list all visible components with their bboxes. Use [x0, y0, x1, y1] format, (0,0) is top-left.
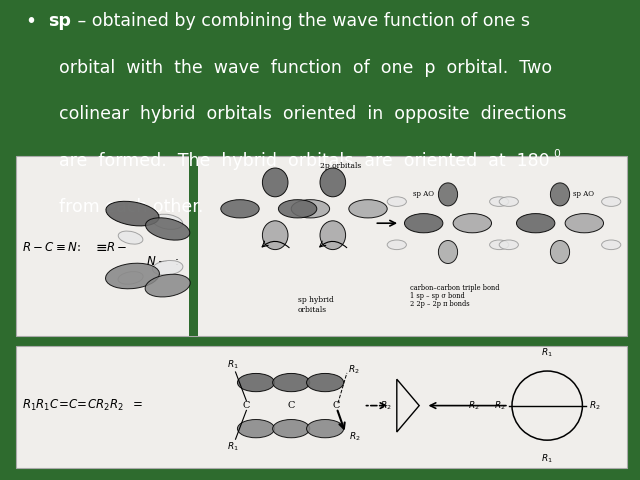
Ellipse shape [453, 214, 492, 233]
Text: $R_1$: $R_1$ [227, 359, 239, 371]
Text: orbital  with  the  wave  function  of  one  p  orbital.  Two: orbital with the wave function of one p … [48, 59, 552, 76]
Ellipse shape [237, 420, 275, 438]
Ellipse shape [106, 201, 159, 226]
Text: 1 sp – sp σ bond: 1 sp – sp σ bond [410, 292, 465, 300]
Ellipse shape [550, 183, 570, 206]
Text: $R_2$: $R_2$ [468, 399, 479, 412]
Text: $R_1$: $R_1$ [541, 452, 553, 465]
Text: – obtained by combining the wave function of one s: – obtained by combining the wave functio… [72, 12, 530, 30]
Text: $R_2$: $R_2$ [589, 399, 600, 412]
Ellipse shape [320, 221, 346, 250]
Ellipse shape [291, 200, 330, 218]
Ellipse shape [490, 197, 509, 206]
Ellipse shape [118, 231, 143, 244]
Ellipse shape [307, 373, 344, 392]
FancyBboxPatch shape [189, 156, 198, 336]
Ellipse shape [152, 214, 183, 229]
Text: sp: sp [48, 12, 71, 30]
Text: sp AO: sp AO [413, 191, 434, 198]
Text: $\equiv$: $\equiv$ [93, 240, 108, 254]
Ellipse shape [118, 272, 143, 284]
Ellipse shape [145, 218, 190, 240]
Text: carbon–carbon triple bond: carbon–carbon triple bond [410, 284, 499, 292]
Text: 2 2p – 2p π bonds: 2 2p – 2p π bonds [410, 300, 469, 308]
Ellipse shape [221, 200, 259, 218]
Text: 2p orbitals: 2p orbitals [320, 162, 361, 169]
Text: C: C [287, 401, 295, 410]
Ellipse shape [237, 373, 275, 392]
Text: from each other.: from each other. [48, 198, 204, 216]
Text: sp hybrid: sp hybrid [298, 296, 333, 304]
FancyBboxPatch shape [16, 156, 627, 336]
Ellipse shape [499, 197, 518, 206]
Text: colinear  hybrid  orbitals  oriented  in  opposite  directions: colinear hybrid orbitals oriented in opp… [48, 105, 566, 123]
Ellipse shape [307, 420, 344, 438]
Text: $R_1$: $R_1$ [227, 440, 239, 453]
Text: $N-$: $N-$ [146, 255, 168, 268]
Ellipse shape [273, 373, 310, 392]
Ellipse shape [273, 420, 310, 438]
Text: orbitals: orbitals [298, 306, 327, 313]
Ellipse shape [550, 240, 570, 264]
Ellipse shape [145, 274, 190, 297]
Text: 0: 0 [554, 149, 561, 159]
Text: $R-$: $R-$ [106, 240, 127, 254]
Ellipse shape [438, 183, 458, 206]
Ellipse shape [516, 214, 555, 233]
Text: $R_2$: $R_2$ [348, 363, 359, 376]
Ellipse shape [349, 200, 387, 218]
Text: $R_2$: $R_2$ [349, 431, 360, 443]
Text: sp AO: sp AO [573, 191, 594, 198]
Ellipse shape [387, 240, 406, 250]
Ellipse shape [602, 197, 621, 206]
Ellipse shape [499, 240, 518, 250]
Text: •: • [26, 12, 36, 31]
Ellipse shape [565, 214, 604, 233]
Ellipse shape [490, 240, 509, 250]
Ellipse shape [602, 240, 621, 250]
FancyBboxPatch shape [16, 346, 627, 468]
Text: $R_1$: $R_1$ [541, 347, 553, 359]
Text: $R_2$: $R_2$ [494, 399, 506, 412]
Text: C: C [332, 401, 340, 410]
Text: $R_2$: $R_2$ [380, 399, 392, 412]
Ellipse shape [262, 168, 288, 197]
Ellipse shape [262, 221, 288, 250]
Text: $R_1R_1C\!=\!C\!=\!CR_2R_2$  $=$: $R_1R_1C\!=\!C\!=\!CR_2R_2$ $=$ [22, 398, 143, 413]
Ellipse shape [438, 240, 458, 264]
Ellipse shape [387, 197, 406, 206]
Ellipse shape [152, 261, 183, 275]
Text: $:$: $:$ [172, 255, 179, 268]
Ellipse shape [106, 263, 159, 289]
Ellipse shape [278, 200, 317, 218]
Text: are  formed.  The  hybrid  orbitals  are  oriented  at  180: are formed. The hybrid orbitals are orie… [48, 152, 550, 169]
Text: C: C [243, 401, 250, 410]
Ellipse shape [320, 168, 346, 197]
Text: $R-C\equiv N$:: $R-C\equiv N$: [22, 240, 81, 254]
Ellipse shape [404, 214, 443, 233]
